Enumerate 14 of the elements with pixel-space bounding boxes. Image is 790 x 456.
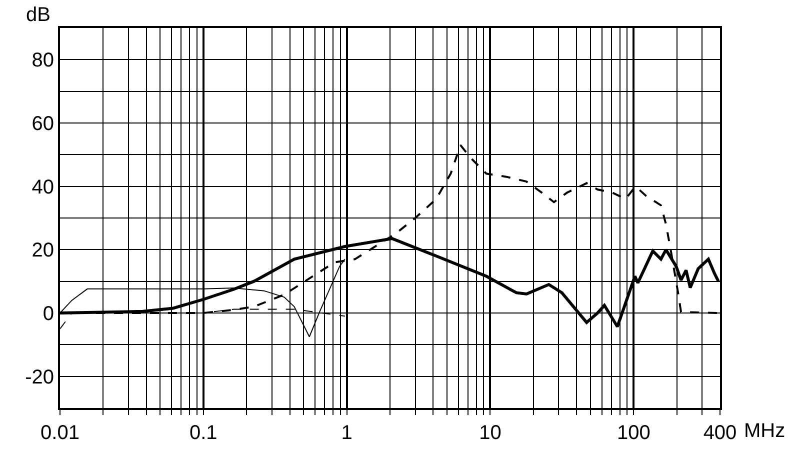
x-tick-label: 0.01 [40,422,80,444]
y-tick-label: 0 [42,303,54,325]
y-tick-label: 80 [32,50,54,72]
y-tick-label: 60 [32,113,54,135]
y-axis-title: dB [26,4,50,26]
x-tick-label: 0.1 [190,422,218,444]
x-tick-label: 10 [479,422,502,444]
y-tick-label: 20 [32,240,54,262]
y-tick-label: 40 [32,176,54,198]
x-axis-title: MHz [744,420,786,442]
x-tick-label: 1 [341,422,352,444]
x-tick-label: 100 [616,422,650,444]
x-tick-label: 400 [703,422,737,444]
y-tick-label: -20 [25,366,54,388]
